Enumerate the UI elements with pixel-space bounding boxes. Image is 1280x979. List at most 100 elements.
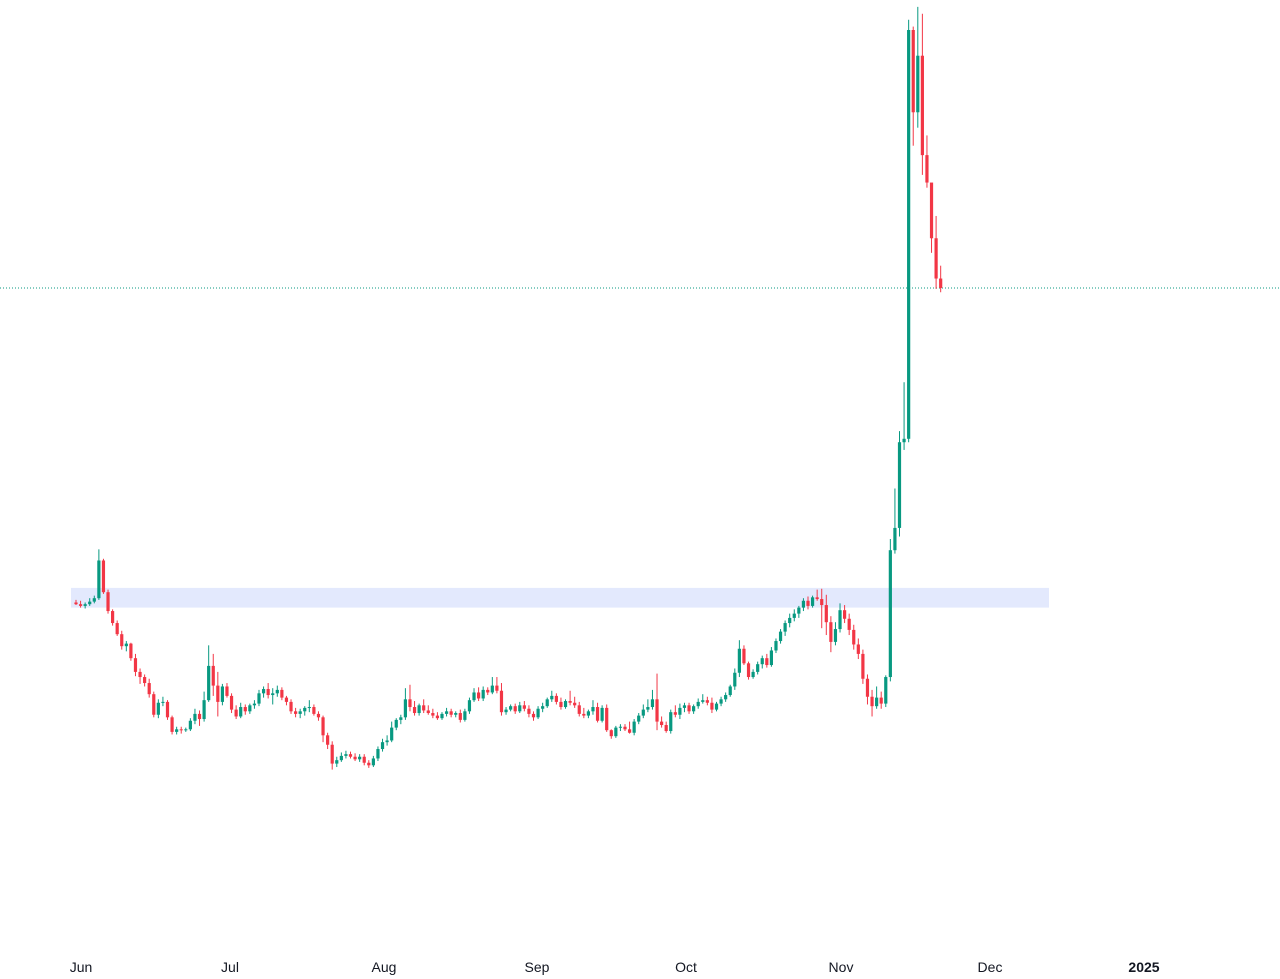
candle [879, 691, 883, 709]
candle-body [902, 438, 906, 443]
candle [289, 699, 293, 714]
candle-body [806, 600, 810, 606]
candle [371, 755, 375, 768]
candle-body [893, 527, 897, 551]
candle-body [362, 756, 366, 763]
candle [472, 688, 476, 702]
candle [321, 715, 325, 743]
candle-body [710, 702, 714, 710]
x-tick-label: 2025 [1128, 959, 1160, 975]
candle-body [810, 597, 815, 606]
candle-body [751, 671, 755, 678]
candle-body [143, 677, 147, 684]
candle-body [733, 672, 737, 687]
candle [783, 620, 787, 636]
candle-body [696, 701, 700, 707]
candle [234, 705, 238, 720]
candle-body [865, 678, 870, 697]
candle-body [444, 711, 449, 714]
candle [737, 640, 741, 678]
candle [229, 693, 234, 714]
candle [266, 683, 270, 699]
candle [444, 707, 449, 717]
candle [518, 701, 522, 714]
candle-body [316, 713, 321, 718]
candle-body [120, 634, 124, 647]
candle-body [156, 702, 160, 715]
candle [486, 687, 490, 696]
candle-body [801, 600, 806, 608]
candle [929, 182, 934, 253]
candle-body [824, 605, 828, 623]
candle [426, 705, 430, 715]
candle [623, 724, 627, 732]
candle-body [257, 693, 261, 704]
candle-body [339, 755, 343, 761]
candle-body [920, 55, 924, 156]
candle-body [888, 550, 892, 678]
candle [627, 721, 632, 734]
candle-body [133, 658, 138, 672]
candle-body [83, 604, 87, 606]
candle [884, 675, 888, 708]
candle [133, 653, 138, 677]
candle [669, 709, 673, 734]
candle-body [929, 182, 934, 239]
candle-body [138, 671, 142, 678]
candle [632, 719, 636, 736]
candle [522, 701, 526, 712]
candle [207, 645, 211, 702]
candle [760, 655, 764, 669]
x-tick-label: Dec [977, 959, 1003, 975]
candle [655, 673, 659, 731]
candle [294, 707, 298, 718]
candle-body [211, 665, 215, 686]
candle-body [312, 707, 316, 714]
candle [120, 630, 124, 650]
candle-body [490, 685, 494, 693]
candle-body [229, 695, 234, 710]
candle-body [847, 618, 851, 630]
candle [847, 613, 851, 636]
candle-body [289, 701, 293, 712]
candle-body [495, 685, 499, 691]
candle [307, 700, 311, 713]
candle-body [440, 713, 444, 719]
candle [403, 688, 407, 720]
candle [861, 649, 865, 684]
candle-body [92, 598, 96, 602]
candle [719, 696, 723, 707]
candle-body [344, 754, 348, 756]
candle-body [307, 707, 311, 709]
candle-body [499, 690, 504, 713]
candle-body [88, 601, 92, 605]
candle [724, 692, 728, 702]
candle [225, 683, 229, 698]
candle-body [655, 699, 659, 722]
candle-body [838, 610, 842, 630]
candle [78, 600, 83, 608]
x-tick-label: Jun [69, 959, 93, 975]
candle [184, 727, 188, 732]
candle-body [486, 689, 490, 693]
candle-body [390, 727, 394, 741]
candle-body [367, 762, 371, 766]
candle-body [577, 705, 581, 714]
candle [481, 686, 485, 702]
x-tick-label: Aug [371, 959, 397, 975]
candle [838, 603, 842, 633]
candlestick-chart[interactable] [0, 0, 1280, 950]
candle [458, 709, 462, 723]
candle-body [550, 695, 554, 700]
candle-body [284, 697, 289, 702]
candle [907, 19, 911, 443]
candle-body [179, 729, 183, 731]
candle [390, 721, 394, 743]
candle [239, 702, 243, 719]
candle [248, 703, 252, 714]
candle [875, 686, 879, 709]
candle [147, 678, 151, 698]
candle [412, 701, 417, 716]
candle [440, 712, 444, 720]
candle-body [660, 721, 664, 726]
